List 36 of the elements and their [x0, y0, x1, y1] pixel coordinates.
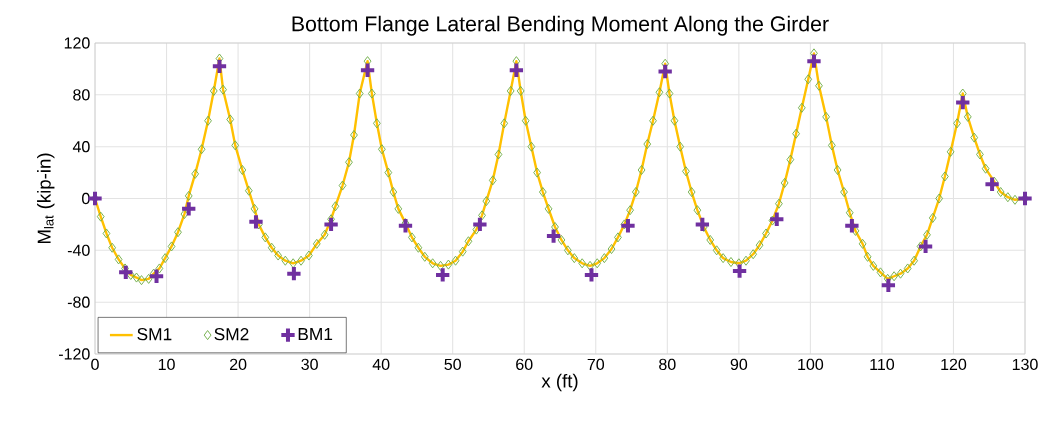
legend-label: SM2	[214, 328, 249, 341]
legend-label: BM1	[298, 328, 333, 341]
x-tick-label: 100	[798, 358, 824, 371]
x-tick-label: 80	[659, 358, 676, 371]
x-tick-label: 30	[301, 358, 318, 371]
x-tick-label: 90	[730, 358, 748, 371]
point	[180, 200, 198, 218]
x-tick-label: 10	[158, 358, 175, 371]
y-axis-title: M$_{lat}$ (kip-in)	[37, 153, 55, 244]
point	[619, 217, 637, 235]
x-tick-label: 70	[587, 358, 605, 371]
x-tick-label: 120	[941, 358, 967, 371]
point	[396, 217, 415, 235]
y-tick-label: -120	[58, 348, 90, 360]
point	[1016, 189, 1034, 208]
y-tick-label: -80	[67, 296, 90, 308]
y-tick-label: 80	[73, 89, 90, 101]
x-tick-label: 40	[372, 358, 390, 371]
x-tick-label: 50	[444, 358, 461, 371]
x-tick-label: 60	[516, 358, 533, 371]
y-tick-label: 120	[64, 37, 90, 49]
point	[768, 210, 786, 228]
point	[434, 266, 452, 284]
point	[983, 175, 1001, 193]
point	[843, 217, 861, 235]
x-axis-title: x (ft)	[541, 373, 578, 392]
y-tick-label: -40	[67, 244, 90, 256]
legend-label: SM1	[137, 328, 172, 341]
y-tick-label: 40	[72, 141, 90, 153]
point	[247, 213, 265, 231]
x-tick-label: 20	[229, 358, 247, 371]
x-tick-label: 130	[1012, 358, 1038, 371]
x-tick-label: 110	[870, 358, 895, 371]
x-tick-label: 0	[91, 358, 99, 371]
chart-title: Bottom Flange Lateral Bending Moment Along the Girder	[292, 15, 829, 36]
point	[582, 266, 601, 284]
